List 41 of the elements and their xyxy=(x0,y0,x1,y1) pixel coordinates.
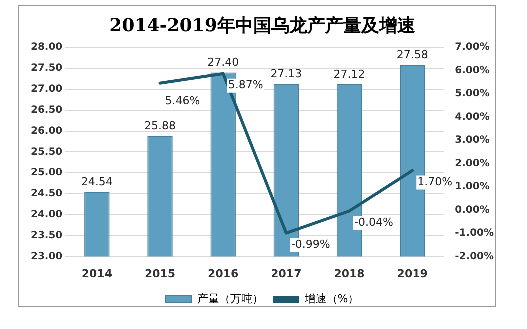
y-tick-label: 27.00 xyxy=(30,84,63,96)
y2-tick-label: 5.00% xyxy=(455,88,490,100)
legend-label: 产量（万吨） xyxy=(197,292,264,306)
legend-label: 增速（%） xyxy=(304,292,360,306)
y2-tick-label: 4.00% xyxy=(455,112,490,123)
y-tick-label: 23.00 xyxy=(30,251,63,262)
y2-tick-label: -2.00% xyxy=(455,251,494,262)
y-tick-label: 26.50 xyxy=(30,104,63,116)
y-tick-label: 26.00 xyxy=(30,126,63,137)
data-label: 27.58 xyxy=(396,48,428,62)
y-tick-label: 24.00 xyxy=(30,210,63,221)
y-tick-label: 28.00 xyxy=(30,42,63,54)
data-label: 24.54 xyxy=(81,176,113,189)
data-label: -0.99% xyxy=(291,238,330,252)
y2-tick-label: 6.00% xyxy=(455,65,490,76)
x-tick-label: 2018 xyxy=(334,267,365,280)
x-tick-label: 2017 xyxy=(271,267,302,280)
y-tick-label: 23.50 xyxy=(30,230,63,242)
y2-tick-label: 3.00% xyxy=(455,135,490,146)
x-tick-label: 2014 xyxy=(82,267,113,280)
x-tick-label: 2016 xyxy=(208,267,239,280)
data-label: 27.13 xyxy=(270,67,302,80)
y2-tick-label: 0.00% xyxy=(455,204,490,216)
y-tick-label: 25.50 xyxy=(30,146,63,158)
y-tick-label: 25.00 xyxy=(30,168,63,179)
data-label: 5.46% xyxy=(165,94,200,108)
data-label: 27.12 xyxy=(334,68,366,81)
x-tick-label: 2015 xyxy=(144,267,176,280)
data-label: 5.87% xyxy=(228,78,264,92)
x-tick-label: 2019 xyxy=(397,267,428,280)
y2-tick-label: -1.00% xyxy=(455,228,494,240)
y2-tick-label: 1.00% xyxy=(455,182,490,193)
data-label: 1.70% xyxy=(418,176,453,189)
data-label: -0.04% xyxy=(354,216,394,230)
chart-title: 2014-2019年中国乌龙产产量及增速 xyxy=(110,15,416,36)
y2-tick-label: 7.00% xyxy=(455,42,490,54)
data-label: 25.88 xyxy=(144,120,176,133)
y-tick-label: 24.50 xyxy=(30,188,63,200)
y-tick-label: 27.50 xyxy=(30,63,63,74)
data-label: 27.40 xyxy=(208,56,240,70)
y2-tick-label: 2.00% xyxy=(455,158,490,170)
